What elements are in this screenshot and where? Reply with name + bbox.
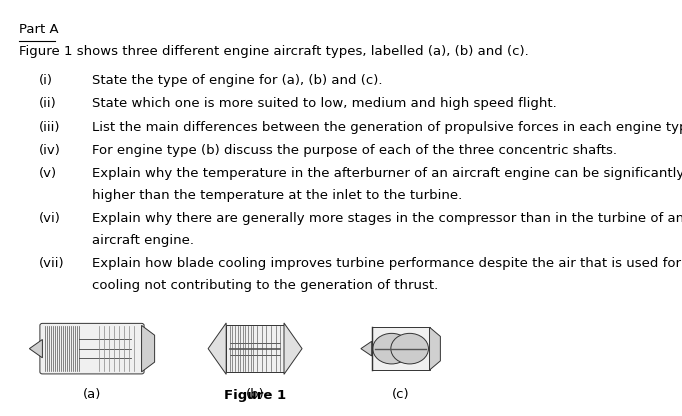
Text: State the type of engine for (a), (b) and (c).: State the type of engine for (a), (b) an… bbox=[92, 74, 383, 87]
Circle shape bbox=[391, 333, 428, 364]
Text: List the main differences between the generation of propulsive forces in each en: List the main differences between the ge… bbox=[92, 121, 682, 134]
Text: (vii): (vii) bbox=[40, 258, 65, 270]
Text: (v): (v) bbox=[40, 167, 57, 181]
Polygon shape bbox=[29, 339, 42, 358]
Polygon shape bbox=[208, 323, 226, 374]
Text: Part A: Part A bbox=[19, 22, 59, 35]
Text: Explain why there are generally more stages in the compressor than in the turbin: Explain why there are generally more sta… bbox=[92, 212, 682, 225]
Text: Explain why the temperature in the afterburner of an aircraft engine can be sign: Explain why the temperature in the after… bbox=[92, 167, 682, 181]
Text: (vi): (vi) bbox=[40, 212, 61, 225]
Text: (b): (b) bbox=[246, 389, 265, 401]
Bar bbox=[226, 325, 284, 372]
Text: (iii): (iii) bbox=[40, 121, 61, 134]
Text: Figure 1: Figure 1 bbox=[224, 389, 286, 401]
Text: (iv): (iv) bbox=[40, 144, 61, 157]
Text: (ii): (ii) bbox=[40, 97, 57, 110]
Polygon shape bbox=[361, 341, 372, 356]
Text: (i): (i) bbox=[40, 74, 53, 87]
Polygon shape bbox=[430, 327, 441, 370]
Polygon shape bbox=[284, 323, 302, 374]
Polygon shape bbox=[142, 325, 155, 372]
Text: (a): (a) bbox=[83, 389, 101, 401]
FancyBboxPatch shape bbox=[40, 323, 144, 374]
Text: Explain how blade cooling improves turbine performance despite the air that is u: Explain how blade cooling improves turbi… bbox=[92, 258, 681, 270]
Text: State which one is more suited to low, medium and high speed flight.: State which one is more suited to low, m… bbox=[92, 97, 557, 110]
Text: aircraft engine.: aircraft engine. bbox=[92, 234, 194, 247]
Text: higher than the temperature at the inlet to the turbine.: higher than the temperature at the inlet… bbox=[92, 189, 462, 202]
Text: (c): (c) bbox=[392, 389, 409, 401]
Text: cooling not contributing to the generation of thrust.: cooling not contributing to the generati… bbox=[92, 279, 439, 292]
Bar bbox=[372, 327, 430, 370]
Text: For engine type (b) discuss the purpose of each of the three concentric shafts.: For engine type (b) discuss the purpose … bbox=[92, 144, 617, 157]
Circle shape bbox=[373, 333, 411, 364]
Text: Figure 1 shows three different engine aircraft types, labelled (a), (b) and (c).: Figure 1 shows three different engine ai… bbox=[19, 45, 529, 58]
